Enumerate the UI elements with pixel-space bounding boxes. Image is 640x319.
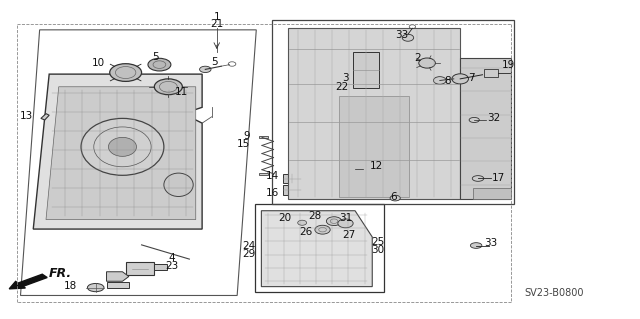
Ellipse shape [338, 219, 353, 228]
Text: 21: 21 [210, 19, 223, 29]
FancyArrow shape [9, 274, 47, 289]
Ellipse shape [472, 176, 484, 181]
Ellipse shape [164, 173, 193, 197]
Polygon shape [484, 69, 499, 77]
Text: 4: 4 [169, 253, 175, 263]
Bar [283, 174, 301, 183]
Ellipse shape [433, 77, 446, 84]
Polygon shape [106, 272, 129, 281]
Text: 5: 5 [212, 57, 218, 67]
Text: 32: 32 [487, 113, 500, 123]
Polygon shape [353, 52, 379, 88]
Text: 24: 24 [242, 241, 255, 251]
Text: 18: 18 [63, 281, 77, 291]
Text: 20: 20 [278, 213, 291, 223]
Text: 10: 10 [92, 58, 105, 68]
Text: 30: 30 [371, 245, 384, 255]
Polygon shape [33, 74, 202, 229]
Text: 22: 22 [335, 82, 349, 93]
Ellipse shape [390, 195, 400, 201]
Text: 3: 3 [342, 73, 349, 83]
Ellipse shape [469, 117, 479, 122]
Text: 33: 33 [484, 238, 498, 248]
Polygon shape [261, 211, 372, 286]
Polygon shape [125, 262, 154, 275]
Text: 5: 5 [152, 52, 159, 62]
Text: 16: 16 [266, 188, 278, 198]
Bar [283, 185, 301, 195]
Polygon shape [473, 188, 511, 199]
Text: 7: 7 [468, 73, 474, 83]
Ellipse shape [108, 137, 136, 156]
Ellipse shape [452, 74, 468, 84]
Polygon shape [460, 58, 511, 199]
Ellipse shape [470, 243, 482, 249]
Text: 11: 11 [175, 87, 188, 98]
Text: SV23-B0800: SV23-B0800 [524, 288, 584, 298]
Text: FR.: FR. [49, 267, 72, 280]
Text: 23: 23 [166, 261, 179, 271]
Text: 25: 25 [371, 237, 384, 247]
Ellipse shape [88, 284, 104, 292]
Polygon shape [106, 282, 129, 287]
Text: 13: 13 [20, 111, 33, 121]
Ellipse shape [154, 79, 182, 95]
Text: 28: 28 [308, 211, 321, 221]
Ellipse shape [419, 58, 435, 68]
Polygon shape [41, 114, 49, 120]
Text: 17: 17 [492, 174, 506, 183]
Polygon shape [288, 28, 460, 199]
Text: 33: 33 [395, 30, 408, 40]
Text: 8: 8 [444, 76, 451, 86]
Ellipse shape [326, 217, 342, 226]
Text: 27: 27 [342, 230, 355, 240]
Ellipse shape [109, 64, 141, 81]
Polygon shape [339, 96, 409, 197]
Ellipse shape [200, 66, 211, 72]
Polygon shape [259, 136, 268, 138]
Polygon shape [154, 264, 167, 270]
Text: 26: 26 [299, 226, 312, 237]
Text: 1: 1 [214, 12, 220, 22]
Ellipse shape [81, 118, 164, 175]
Ellipse shape [148, 58, 171, 71]
Text: 9: 9 [243, 131, 250, 141]
Text: 19: 19 [502, 60, 515, 70]
Text: 31: 31 [339, 213, 353, 223]
Text: 14: 14 [266, 171, 278, 181]
Ellipse shape [298, 220, 307, 225]
Polygon shape [259, 173, 268, 175]
Text: 15: 15 [237, 139, 250, 149]
Ellipse shape [358, 166, 369, 172]
Polygon shape [46, 87, 196, 219]
Text: 2: 2 [414, 53, 421, 63]
Text: 12: 12 [370, 161, 383, 171]
Text: 6: 6 [390, 192, 397, 203]
Ellipse shape [315, 225, 330, 234]
Ellipse shape [402, 34, 413, 41]
Text: 29: 29 [242, 249, 255, 259]
